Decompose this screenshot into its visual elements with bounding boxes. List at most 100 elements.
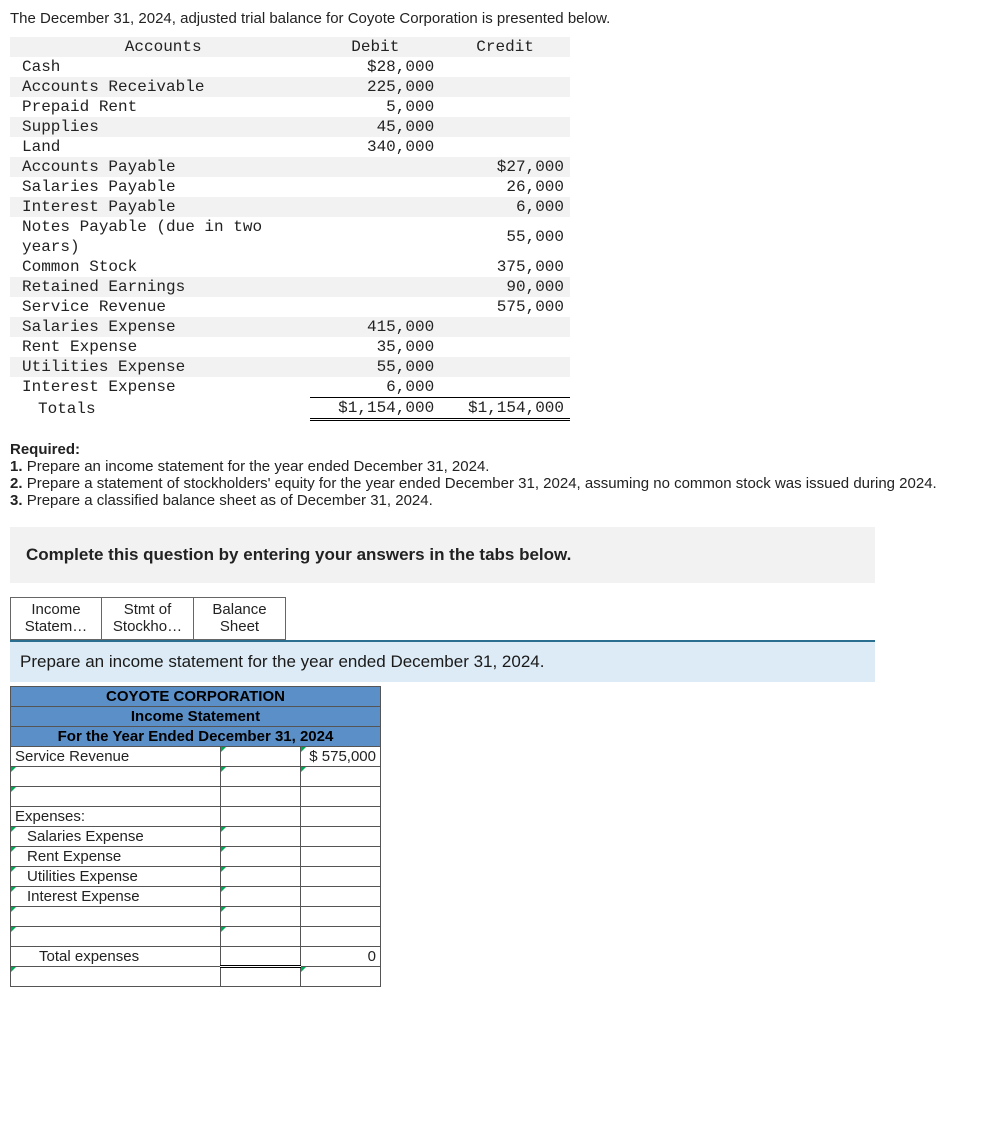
blank-row-b[interactable]	[221, 787, 301, 807]
net-row-a[interactable]	[11, 967, 221, 987]
exp-utilities[interactable]: Utilities Expense	[11, 867, 221, 887]
tab-label: Stockho…	[113, 618, 182, 635]
debit-amount: $28,000	[310, 57, 440, 77]
exp-salaries[interactable]: Salaries Expense	[11, 827, 221, 847]
exp-interest-amt[interactable]	[221, 887, 301, 907]
exp-blank[interactable]	[11, 907, 221, 927]
debit-amount	[310, 297, 440, 317]
debit-amount: 5,000	[310, 97, 440, 117]
credit-amount: $27,000	[440, 157, 570, 177]
credit-amount	[440, 117, 570, 137]
net-row-b[interactable]	[221, 967, 301, 987]
blank-row-a[interactable]	[11, 767, 221, 787]
exp-blank2-amt[interactable]	[221, 927, 301, 947]
exp-rent-c[interactable]	[301, 847, 381, 867]
tab-stmt-stockholders[interactable]: Stmt of Stockho…	[102, 597, 194, 640]
account-name: Notes Payable (due in two years)	[10, 217, 310, 257]
account-name: Accounts Payable	[10, 157, 310, 177]
req-1: Prepare an income statement for the year…	[27, 458, 490, 475]
tab-income-statement[interactable]: Income Statem…	[10, 597, 102, 640]
tab-label: Sheet	[220, 618, 259, 635]
service-revenue-amount[interactable]: $ 575,000	[301, 747, 381, 767]
exp-blank-c[interactable]	[301, 907, 381, 927]
totals-label: Totals	[10, 398, 310, 420]
exp-rent-amt[interactable]	[221, 847, 301, 867]
debit-amount: 6,000	[310, 377, 440, 398]
instruction-bar: Complete this question by entering your …	[10, 527, 875, 583]
totals-debit: $1,154,000	[310, 398, 440, 420]
exp-rent[interactable]: Rent Expense	[11, 847, 221, 867]
tab-label: Stmt of	[124, 601, 172, 618]
account-name: Rent Expense	[10, 337, 310, 357]
debit-amount	[310, 177, 440, 197]
exp-blank-amt[interactable]	[221, 907, 301, 927]
debit-amount	[310, 257, 440, 277]
account-name: Interest Expense	[10, 377, 310, 398]
total-expenses-amount: 0	[301, 947, 381, 967]
expenses-header-c[interactable]	[301, 807, 381, 827]
debit-amount: 45,000	[310, 117, 440, 137]
credit-amount	[440, 357, 570, 377]
exp-blank2-c[interactable]	[301, 927, 381, 947]
tab-label: Balance	[212, 601, 266, 618]
account-name: Interest Payable	[10, 197, 310, 217]
exp-salaries-amt[interactable]	[221, 827, 301, 847]
credit-amount	[440, 337, 570, 357]
account-name: Accounts Receivable	[10, 77, 310, 97]
credit-amount: 55,000	[440, 217, 570, 257]
account-name: Retained Earnings	[10, 277, 310, 297]
credit-amount	[440, 137, 570, 157]
required-section: Required: 1. Prepare an income statement…	[10, 441, 984, 509]
exp-interest-c[interactable]	[301, 887, 381, 907]
blank-row-c[interactable]	[301, 767, 381, 787]
total-expenses-label: Total expenses	[11, 947, 221, 967]
debit-amount: 55,000	[310, 357, 440, 377]
debit-amount: 35,000	[310, 337, 440, 357]
intro-text: The December 31, 2024, adjusted trial ba…	[10, 10, 984, 27]
net-row-c[interactable]	[301, 967, 381, 987]
tab-instruction: Prepare an income statement for the year…	[10, 640, 875, 682]
expenses-header[interactable]: Expenses:	[11, 807, 221, 827]
total-expenses-b	[221, 947, 301, 967]
exp-utilities-amt[interactable]	[221, 867, 301, 887]
debit-amount: 415,000	[310, 317, 440, 337]
credit-amount	[440, 377, 570, 398]
debit-amount	[310, 157, 440, 177]
account-name: Land	[10, 137, 310, 157]
blank-row-b[interactable]	[221, 767, 301, 787]
exp-salaries-c[interactable]	[301, 827, 381, 847]
req-3: Prepare a classified balance sheet as of…	[27, 492, 433, 509]
debit-amount	[310, 217, 440, 257]
credit-amount: 375,000	[440, 257, 570, 277]
credit-amount	[440, 77, 570, 97]
debit-amount: 340,000	[310, 137, 440, 157]
required-heading: Required:	[10, 441, 80, 458]
debit-amount	[310, 197, 440, 217]
tab-label: Income	[31, 601, 80, 618]
blank-row-c[interactable]	[301, 787, 381, 807]
service-revenue-label[interactable]: Service Revenue	[11, 747, 221, 767]
credit-amount	[440, 317, 570, 337]
credit-amount: 6,000	[440, 197, 570, 217]
account-name: Service Revenue	[10, 297, 310, 317]
account-name: Salaries Expense	[10, 317, 310, 337]
account-name: Prepaid Rent	[10, 97, 310, 117]
expenses-header-b[interactable]	[221, 807, 301, 827]
col-accounts: Accounts	[10, 37, 310, 57]
stmt-title-1: COYOTE CORPORATION	[11, 687, 381, 707]
credit-amount: 26,000	[440, 177, 570, 197]
exp-interest[interactable]: Interest Expense	[11, 887, 221, 907]
trial-balance-table: Accounts Debit Credit Cash$28,000Account…	[10, 37, 570, 421]
req-2: Prepare a statement of stockholders' equ…	[27, 475, 937, 492]
blank-row-a[interactable]	[11, 787, 221, 807]
credit-amount	[440, 97, 570, 117]
service-revenue-col2[interactable]	[221, 747, 301, 767]
credit-amount: 575,000	[440, 297, 570, 317]
tab-balance-sheet[interactable]: Balance Sheet	[194, 597, 286, 640]
stmt-title-2: Income Statement	[11, 707, 381, 727]
credit-amount: 90,000	[440, 277, 570, 297]
exp-utilities-c[interactable]	[301, 867, 381, 887]
exp-blank2[interactable]	[11, 927, 221, 947]
tab-label: Statem…	[25, 618, 88, 635]
credit-amount	[440, 57, 570, 77]
